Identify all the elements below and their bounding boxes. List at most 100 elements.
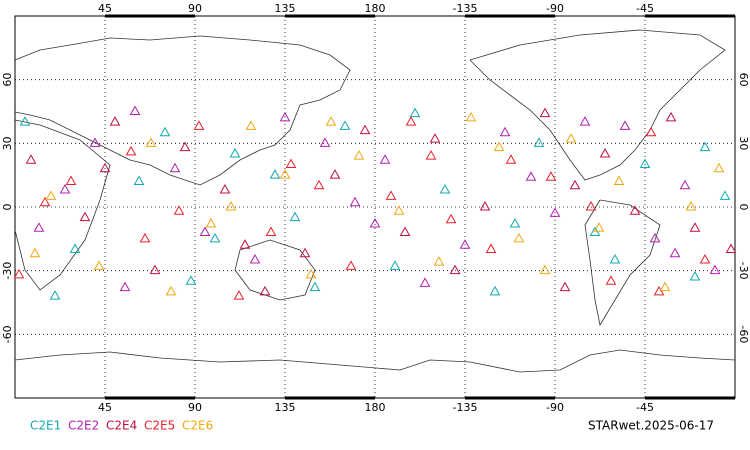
x-tick-label: -135 <box>453 2 478 15</box>
x-tick-label: 45 <box>98 2 112 15</box>
observation <box>65 175 77 186</box>
observation <box>169 162 181 173</box>
y-tick-label: -60 <box>1 325 14 343</box>
y-tick-label: -60 <box>737 325 750 343</box>
x-tick-label: 90 <box>188 401 202 414</box>
observation <box>305 268 317 279</box>
observation <box>99 162 111 173</box>
observation <box>209 232 221 243</box>
observation <box>265 226 277 236</box>
observation <box>199 226 211 236</box>
y-tick-label: 60 <box>1 73 14 87</box>
observation <box>605 275 617 285</box>
observation <box>585 200 597 211</box>
observation <box>565 133 577 143</box>
observation <box>499 126 511 137</box>
observation <box>385 190 397 200</box>
observation <box>489 285 501 296</box>
observation <box>25 154 37 164</box>
observation <box>449 264 461 275</box>
x-tick-label: 90 <box>188 2 202 15</box>
observation <box>539 107 551 118</box>
x-tick-label: -90 <box>546 2 564 15</box>
observation <box>405 116 417 126</box>
observation <box>719 190 731 200</box>
coastlines <box>14 29 736 373</box>
observation <box>593 222 605 232</box>
australia-coast <box>234 239 316 301</box>
legend-entry: C2E4 <box>106 419 137 433</box>
observation <box>165 285 177 296</box>
observation <box>159 126 171 137</box>
observation <box>709 264 721 275</box>
observation <box>389 260 401 270</box>
observation <box>173 205 185 215</box>
observation <box>645 126 657 137</box>
africa-coast <box>14 119 111 291</box>
observation <box>659 281 671 292</box>
observation <box>279 111 291 122</box>
observation <box>549 207 561 217</box>
observation <box>669 247 681 258</box>
observation <box>493 141 505 152</box>
observation <box>59 184 71 194</box>
observation <box>559 281 571 292</box>
observation <box>429 133 441 143</box>
observation <box>725 243 737 253</box>
observation <box>689 271 701 281</box>
observation <box>445 213 457 224</box>
observation <box>419 277 431 287</box>
observation <box>393 205 405 215</box>
observation <box>479 200 491 211</box>
y-tick-label: 30 <box>1 136 14 150</box>
observation <box>139 232 151 243</box>
observation <box>29 247 41 258</box>
observation <box>649 232 661 243</box>
observation <box>439 184 451 194</box>
observation <box>629 205 641 215</box>
observation <box>145 137 157 147</box>
y-tick-label: -30 <box>1 262 14 280</box>
observation <box>409 107 421 118</box>
observation <box>485 243 497 253</box>
observation <box>259 285 271 296</box>
observation <box>109 116 121 126</box>
observation <box>689 222 701 232</box>
observation <box>613 175 625 186</box>
observations <box>13 105 737 300</box>
x-tick-label: -45 <box>636 2 654 15</box>
observation <box>69 243 81 253</box>
observation <box>345 260 357 270</box>
observation <box>239 239 251 249</box>
observation <box>119 281 131 292</box>
observation <box>545 171 557 181</box>
observation <box>359 124 371 135</box>
observation <box>533 137 545 147</box>
observation <box>459 239 471 249</box>
observation <box>225 200 237 211</box>
observation <box>699 254 711 264</box>
observation <box>619 120 631 130</box>
x-tick-label: 135 <box>275 2 296 15</box>
observation <box>89 137 101 147</box>
observation <box>179 141 191 152</box>
axis-labels: 45 45 90 90 135 135 180 180 -135 -135 -90 -90 -45 -45… <box>1 2 750 433</box>
observation <box>699 141 711 152</box>
observation <box>79 211 91 222</box>
observation <box>353 150 365 160</box>
observation <box>349 196 361 207</box>
legend-entry: C2E5 <box>144 419 175 433</box>
observation <box>465 111 477 122</box>
x-tick-label: 45 <box>98 401 112 414</box>
grid <box>15 14 735 400</box>
observation <box>125 145 137 156</box>
observation <box>665 111 677 122</box>
observation <box>425 150 437 160</box>
x-tick-label: 180 <box>365 2 386 15</box>
north-america-coast <box>469 29 726 181</box>
observation <box>93 260 105 270</box>
antarctica-coast <box>14 349 736 373</box>
observation <box>685 200 697 211</box>
observation <box>399 226 411 236</box>
